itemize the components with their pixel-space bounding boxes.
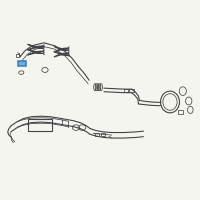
Bar [28,119,52,131]
Bar [95,133,99,136]
Bar [18,61,26,66]
Bar [129,89,134,92]
Bar [178,110,183,114]
Bar [101,133,105,136]
Bar [124,89,128,92]
Bar [16,54,19,57]
